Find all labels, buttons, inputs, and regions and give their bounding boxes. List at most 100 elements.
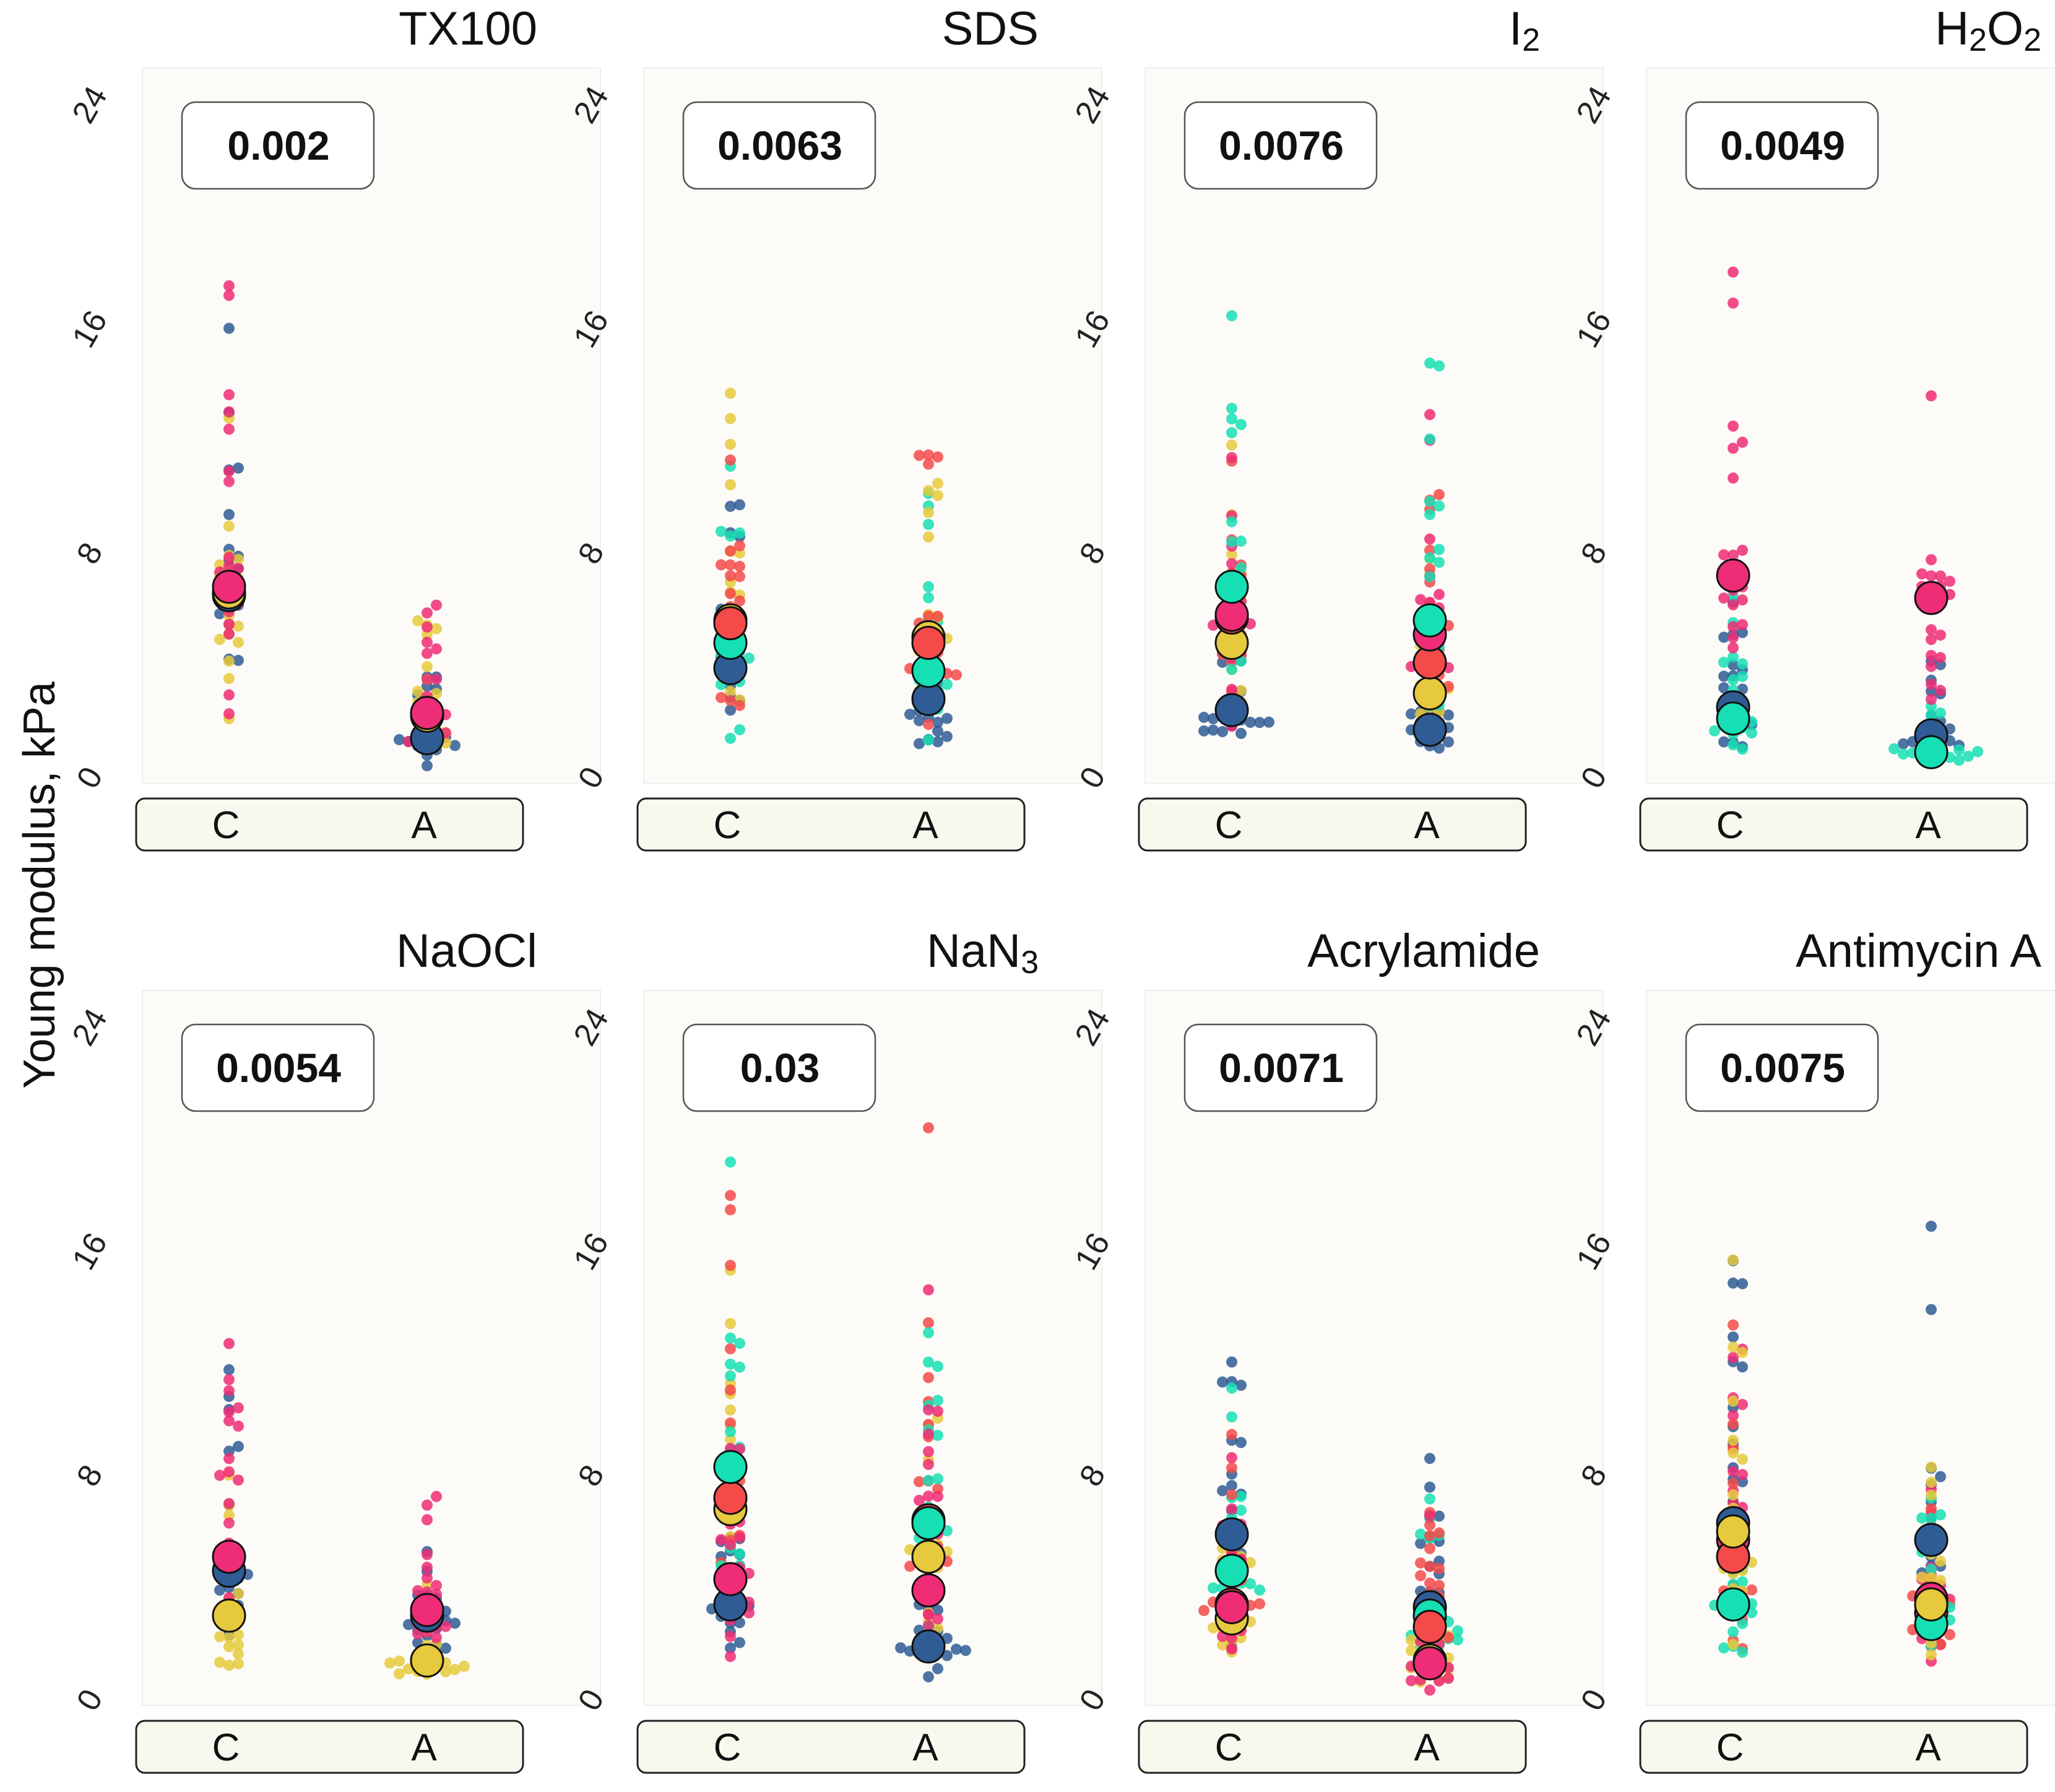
- data-dot: [725, 1630, 736, 1642]
- data-dot: [932, 1622, 943, 1634]
- data-dot: [932, 1361, 943, 1372]
- data-dot: [1737, 594, 1748, 606]
- means-layer: [1716, 1506, 1949, 1642]
- mean-marker: [911, 626, 946, 660]
- data-dot: [725, 1434, 736, 1445]
- data-dot: [1926, 693, 1937, 705]
- p-value-box: [181, 1023, 375, 1112]
- data-dot: [233, 1588, 244, 1599]
- data-dot: [725, 570, 736, 582]
- data-dot: [223, 673, 235, 685]
- mean-marker: [1214, 569, 1249, 604]
- data-dot: [1217, 1485, 1228, 1497]
- data-dot: [1424, 1543, 1435, 1554]
- data-dot: [1926, 709, 1937, 721]
- data-dot: [1926, 1304, 1937, 1315]
- p-value: 0.0075: [1720, 1045, 1845, 1091]
- data-dot: [223, 1385, 235, 1396]
- data-dot: [412, 1585, 423, 1596]
- data-dot: [214, 1584, 225, 1596]
- data-dot: [223, 1364, 235, 1375]
- mean-marker: [911, 1539, 946, 1574]
- data-dot: [1718, 656, 1729, 668]
- data-dot: [233, 1420, 244, 1432]
- data-dot: [1226, 1632, 1237, 1644]
- data-dot: [734, 540, 745, 552]
- p-value-box: [1685, 1023, 1879, 1112]
- data-dot: [1226, 1411, 1237, 1423]
- data-dot: [725, 387, 736, 399]
- group-label-a: A: [1915, 804, 1941, 847]
- data-dot: [1226, 548, 1237, 560]
- data-dot: [1728, 599, 1739, 611]
- data-dot: [1434, 1527, 1445, 1539]
- data-dot: [1235, 1379, 1247, 1391]
- data-dot: [223, 1374, 235, 1385]
- data-dot: [725, 413, 736, 425]
- data-dot: [223, 1509, 235, 1521]
- data-dot: [951, 669, 962, 681]
- data-dot: [1245, 1578, 1256, 1590]
- data-dot: [1728, 1466, 1739, 1478]
- data-dot: [1926, 1489, 1937, 1501]
- data-dot: [223, 1406, 235, 1418]
- group-label-a: A: [912, 804, 938, 847]
- data-dot: [1415, 1570, 1426, 1582]
- data-dot: [923, 734, 934, 746]
- mean-marker: [1914, 581, 1949, 615]
- data-dot: [1424, 495, 1435, 507]
- data-dot: [1235, 535, 1247, 547]
- mean-marker: [1716, 558, 1750, 593]
- data-dot: [223, 521, 235, 532]
- data-dot: [716, 1534, 727, 1546]
- data-dot: [1709, 725, 1720, 737]
- group-strip: [135, 1720, 524, 1774]
- data-dot: [725, 1651, 736, 1663]
- data-dot: [233, 462, 244, 474]
- data-dot: [214, 1631, 225, 1643]
- data-dot: [734, 527, 745, 539]
- data-dot: [923, 1122, 934, 1133]
- p-value: 0.0054: [216, 1045, 341, 1091]
- data-dot: [1424, 1510, 1435, 1522]
- data-dot: [725, 1417, 736, 1429]
- mean-marker: [911, 1573, 946, 1608]
- data-dot: [1728, 1489, 1739, 1500]
- data-dot: [1198, 725, 1209, 737]
- data-dot: [431, 673, 442, 685]
- mean-marker: [1413, 676, 1447, 711]
- group-label-c: C: [212, 804, 240, 847]
- data-dot: [1415, 1528, 1426, 1540]
- data-dot: [1728, 1478, 1739, 1489]
- mean-marker: [1214, 1554, 1249, 1588]
- mean-marker: [1214, 1517, 1249, 1552]
- data-dot: [734, 1531, 745, 1543]
- data-dot: [1737, 1399, 1748, 1411]
- data-dot: [1926, 390, 1937, 402]
- panel-naocl: NaOCl 0 8 16 24 0.0054 C A: [66, 925, 601, 1783]
- data-dot: [1898, 738, 1909, 750]
- data-dot: [1718, 1642, 1729, 1654]
- data-dot: [1728, 651, 1739, 663]
- data-dot: [431, 643, 442, 655]
- data-dot: [1226, 1382, 1237, 1394]
- data-dot: [941, 712, 953, 724]
- panel-tx100: TX100 0 8 16 24 0.002 C A: [66, 2, 601, 860]
- data-dot: [1424, 433, 1435, 445]
- data-dot: [1226, 439, 1237, 451]
- panel-h2o2: H2O2 0 8 16 24 0.0049 C A: [1570, 2, 2055, 860]
- data-dot: [725, 1539, 736, 1551]
- data-dot: [1935, 629, 1946, 641]
- data-dot: [1728, 549, 1739, 561]
- data-dot: [743, 652, 755, 664]
- data-dot: [923, 531, 934, 543]
- group-label-a: A: [411, 1726, 437, 1769]
- data-dot: [1424, 571, 1435, 582]
- data-dot: [725, 454, 736, 466]
- data-dot: [725, 479, 736, 491]
- data-dot: [1728, 297, 1739, 309]
- group-strip: [135, 797, 524, 852]
- data-dot: [923, 1284, 934, 1296]
- data-dot: [223, 1415, 235, 1427]
